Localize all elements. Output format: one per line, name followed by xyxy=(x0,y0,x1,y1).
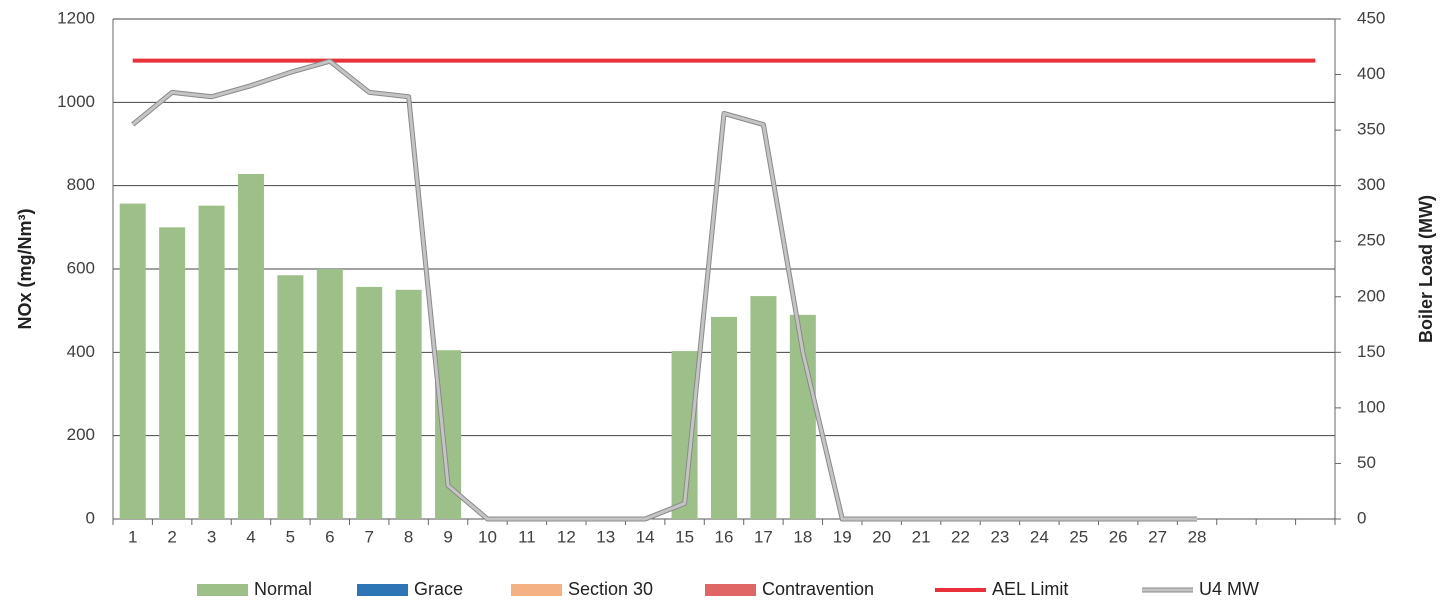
legend-swatch xyxy=(357,584,408,596)
y2-tick-label: 450 xyxy=(1357,8,1385,27)
y-tick-label: 800 xyxy=(67,175,95,194)
x-tick-label: 18 xyxy=(793,527,812,546)
x-tick-label: 22 xyxy=(951,527,970,546)
x-tick-label: 16 xyxy=(715,527,734,546)
bar xyxy=(395,289,422,519)
x-tick-label: 19 xyxy=(833,527,852,546)
y2-tick-label: 350 xyxy=(1357,120,1385,139)
x-tick-label: 26 xyxy=(1109,527,1128,546)
y-tick-label: 0 xyxy=(86,508,95,527)
bar xyxy=(159,227,186,520)
x-tick-label: 12 xyxy=(557,527,576,546)
legend-label: Normal xyxy=(254,579,312,599)
bar xyxy=(750,296,777,519)
y2-tick-label: 0 xyxy=(1357,508,1366,527)
legend-label: Grace xyxy=(414,579,463,599)
y2-tick-label: 250 xyxy=(1357,231,1385,250)
x-tick-label: 3 xyxy=(207,527,216,546)
y2-tick-label: 300 xyxy=(1357,175,1385,194)
x-tick-label: 24 xyxy=(1030,527,1049,546)
bar xyxy=(198,205,225,519)
x-tick-label: 28 xyxy=(1188,527,1207,546)
legend-label: Section 30 xyxy=(568,579,653,599)
y2-tick-label: 50 xyxy=(1357,453,1376,472)
legend-swatch xyxy=(197,584,248,596)
legend-swatch xyxy=(705,584,756,596)
y-tick-label: 1200 xyxy=(57,8,95,27)
y-tick-label: 200 xyxy=(67,425,95,444)
x-tick-label: 15 xyxy=(675,527,694,546)
x-tick-label: 8 xyxy=(404,527,413,546)
x-tick-label: 6 xyxy=(325,527,334,546)
y2-tick-label: 150 xyxy=(1357,342,1385,361)
x-tick-label: 14 xyxy=(636,527,655,546)
y-tick-label: 1000 xyxy=(57,92,95,111)
y2-axis-title: Boiler Load (MW) xyxy=(1416,195,1436,343)
legend-label: Contravention xyxy=(762,579,874,599)
bar xyxy=(316,269,343,519)
x-tick-label: 10 xyxy=(478,527,497,546)
x-tick-label: 9 xyxy=(443,527,452,546)
legend-label: AEL Limit xyxy=(992,579,1068,599)
bar xyxy=(710,316,738,519)
x-tick-label: 4 xyxy=(246,527,255,546)
x-tick-label: 25 xyxy=(1069,527,1088,546)
x-tick-label: 2 xyxy=(167,527,176,546)
x-tick-label: 11 xyxy=(518,527,536,546)
x-tick-label: 27 xyxy=(1148,527,1167,546)
x-tick-label: 5 xyxy=(286,527,295,546)
legend-swatch xyxy=(511,584,562,596)
x-tick-label: 7 xyxy=(364,527,373,546)
x-tick-label: 17 xyxy=(754,527,773,546)
x-tick-label: 21 xyxy=(912,527,931,546)
y-axis-title: NOx (mg/Nm³) xyxy=(15,208,35,329)
bar xyxy=(119,203,146,520)
bar xyxy=(277,275,304,519)
x-tick-label: 1 xyxy=(128,527,137,546)
bar xyxy=(356,286,383,519)
x-tick-label: 23 xyxy=(990,527,1009,546)
y-tick-label: 400 xyxy=(67,342,95,361)
legend-label: U4 MW xyxy=(1199,579,1259,599)
x-tick-label: 20 xyxy=(872,527,891,546)
y2-tick-label: 400 xyxy=(1357,64,1385,83)
x-tick-label: 13 xyxy=(596,527,615,546)
bar xyxy=(237,174,264,519)
y2-tick-label: 200 xyxy=(1357,286,1385,305)
y2-tick-label: 100 xyxy=(1357,397,1385,416)
line xyxy=(131,59,1198,521)
y-tick-label: 600 xyxy=(67,258,95,277)
